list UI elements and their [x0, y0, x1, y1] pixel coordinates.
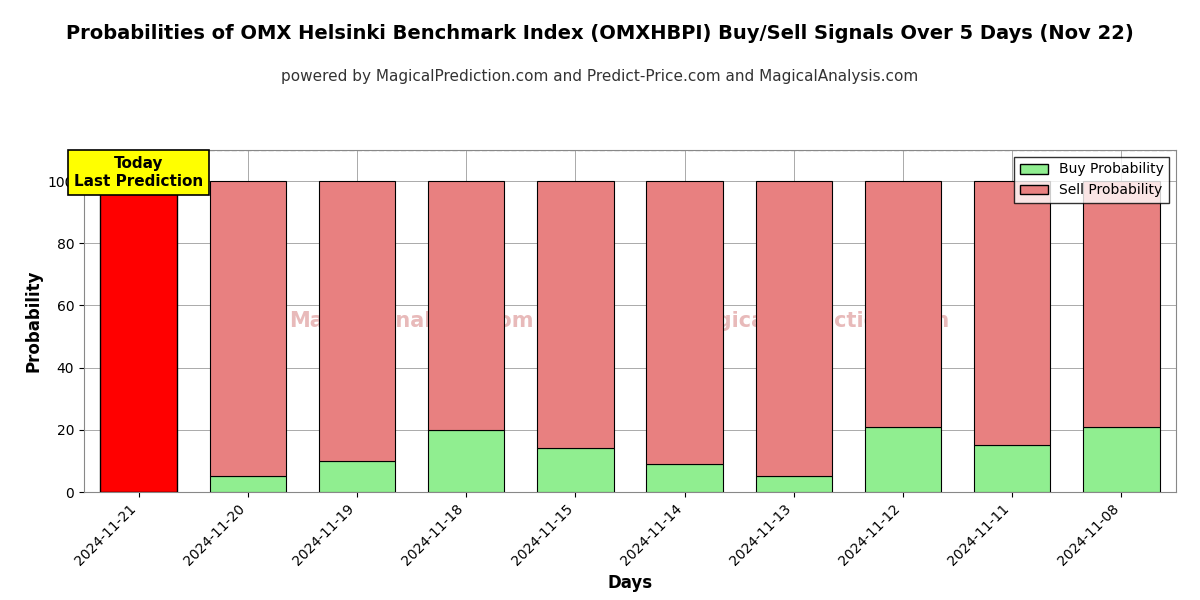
Bar — [865, 181, 941, 427]
Bar — [210, 476, 286, 492]
Text: Probabilities of OMX Helsinki Benchmark Index (OMXHBPI) Buy/Sell Signals Over 5 : Probabilities of OMX Helsinki Benchmark … — [66, 24, 1134, 43]
Y-axis label: Probability: Probability — [24, 270, 42, 372]
Bar — [1084, 181, 1159, 427]
X-axis label: Days: Days — [607, 574, 653, 592]
Text: MagicalAnalysis.com: MagicalAnalysis.com — [289, 311, 534, 331]
Bar — [974, 445, 1050, 492]
Bar — [1084, 427, 1159, 492]
Bar — [538, 181, 613, 448]
Bar — [428, 430, 504, 492]
Bar — [647, 464, 722, 492]
Bar — [756, 181, 832, 476]
Legend: Buy Probability, Sell Probability: Buy Probability, Sell Probability — [1014, 157, 1169, 203]
Text: MagicalPrediction.com: MagicalPrediction.com — [682, 311, 949, 331]
Bar — [756, 476, 832, 492]
Bar — [865, 427, 941, 492]
Bar — [647, 181, 722, 464]
Bar — [538, 448, 613, 492]
Bar — [974, 181, 1050, 445]
Bar — [319, 461, 395, 492]
Bar — [210, 181, 286, 476]
Text: Today
Last Prediction: Today Last Prediction — [74, 156, 203, 188]
Bar — [101, 181, 176, 492]
Bar — [428, 181, 504, 430]
Text: powered by MagicalPrediction.com and Predict-Price.com and MagicalAnalysis.com: powered by MagicalPrediction.com and Pre… — [281, 69, 919, 84]
Bar — [319, 181, 395, 461]
